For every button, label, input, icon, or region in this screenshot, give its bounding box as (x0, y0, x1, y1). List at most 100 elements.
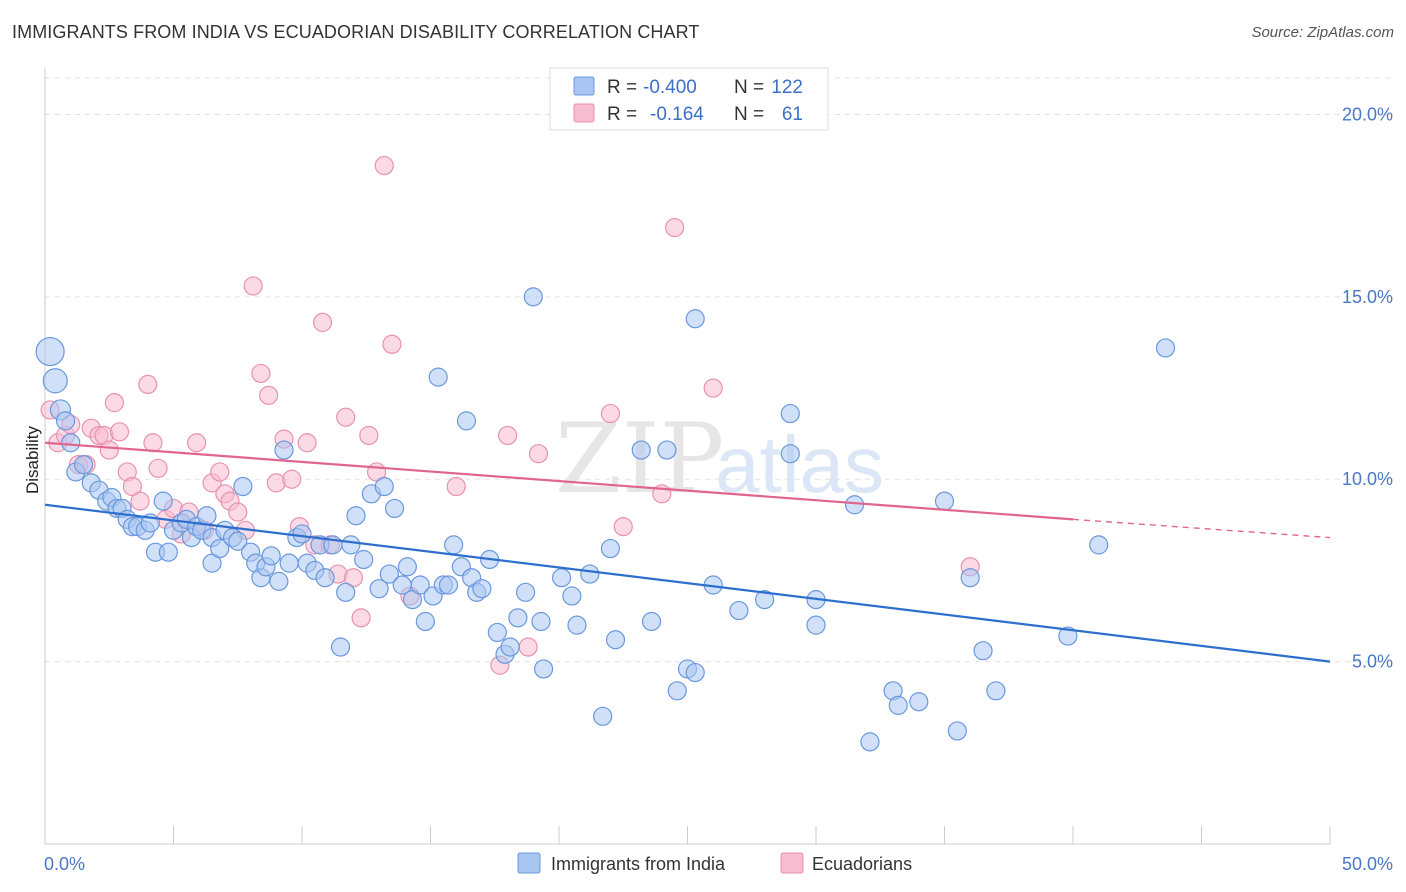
india-point (593, 706, 613, 726)
india-point (1058, 626, 1078, 646)
ecuador-point (528, 444, 549, 464)
legend-r-value-ecuador: -0.164 (650, 104, 704, 125)
ecuador-trend-line (44, 441, 1074, 521)
india-point (947, 721, 967, 741)
gridlines (45, 77, 1393, 663)
india-point (153, 491, 173, 511)
ecuador-point (665, 217, 685, 238)
india-point (346, 506, 366, 526)
india-point (806, 615, 826, 635)
india-point (330, 637, 351, 657)
ecuador-point (243, 276, 263, 296)
legend-swatch-india (573, 76, 595, 96)
axes (44, 68, 1331, 845)
ecuador-point (258, 385, 279, 405)
x-tick-label-max: 50.0% (1342, 854, 1393, 874)
ecuador-point (359, 425, 379, 446)
india-point (685, 309, 705, 329)
ecuador-point (312, 312, 333, 332)
india-point (754, 590, 775, 610)
india-point (551, 568, 572, 588)
bottom-legend: Immigrants from India Ecuadorians (517, 852, 912, 874)
india-point (986, 681, 1006, 701)
india-point (444, 535, 464, 555)
bottom-legend-swatch-india (517, 852, 541, 874)
india-point (515, 582, 536, 602)
india-point (315, 568, 335, 588)
india-point (860, 732, 880, 752)
legend-r-label-ecuador: R = (607, 104, 637, 125)
india-point (508, 608, 528, 628)
ecuador-point (187, 433, 207, 453)
legend: R = -0.400 N = 122 R = -0.164 N = 61 (549, 67, 829, 131)
india-point (472, 579, 492, 599)
india-point (61, 433, 81, 453)
ecuador-point (518, 637, 538, 657)
india-point (500, 637, 520, 657)
india-point (55, 411, 76, 431)
india-point (415, 611, 435, 632)
india-point (487, 622, 507, 643)
india-point (397, 557, 417, 577)
ecuador-point (498, 425, 518, 446)
india-point (973, 641, 993, 661)
india-point (410, 575, 430, 595)
india-point (292, 524, 312, 544)
ecuador-point (282, 469, 302, 489)
ecuador-point (336, 407, 356, 427)
ecuador-point (148, 458, 168, 478)
ecuador-point (228, 502, 248, 522)
india-point (233, 476, 253, 497)
india-point (456, 411, 477, 431)
ecuador-point (251, 363, 271, 384)
y-tick-label: 5.0% (1352, 652, 1393, 672)
y-tick-label: 20.0% (1342, 104, 1393, 124)
india-point (341, 535, 361, 555)
india-point (531, 611, 551, 632)
legend-n-value-india: 122 (771, 77, 803, 98)
india-point (580, 564, 600, 584)
india-point (562, 586, 582, 606)
ecuador-trend-line-dashed (1072, 518, 1331, 539)
india-points (35, 287, 1176, 752)
source-label: Source: ZipAtlas.com (1251, 24, 1394, 41)
india-point (657, 440, 677, 460)
y-axis-title: Disability (23, 425, 42, 494)
india-point (729, 600, 749, 621)
india-point (274, 440, 294, 460)
india-point (780, 403, 800, 424)
india-point (336, 582, 356, 602)
ecuador-point (104, 393, 124, 413)
legend-swatch-ecuador (573, 103, 595, 123)
chart-title: IMMIGRANTS FROM INDIA VS ECUADORIAN DISA… (12, 22, 700, 42)
india-point (35, 336, 65, 367)
india-point (73, 455, 94, 475)
legend-n-label-ecuador: N = (734, 104, 764, 125)
india-point (667, 681, 687, 701)
india-point (600, 538, 621, 559)
india-point (1089, 535, 1109, 555)
india-point (210, 538, 230, 559)
india-point (438, 575, 459, 595)
ecuador-point (297, 433, 317, 453)
india-point (888, 695, 908, 715)
india-point (685, 662, 705, 683)
y-tick-label: 10.0% (1342, 469, 1393, 489)
legend-n-label-india: N = (734, 77, 764, 98)
india-point (369, 579, 389, 599)
india-point (384, 498, 405, 519)
ecuador-point (143, 433, 163, 453)
india-point (780, 444, 800, 464)
india-point (279, 553, 299, 573)
india-point (567, 615, 587, 635)
y-tick-label: 15.0% (1342, 287, 1393, 307)
ecuador-point (130, 491, 150, 511)
india-point (428, 367, 448, 387)
legend-box (549, 67, 829, 131)
india-point (42, 368, 68, 394)
india-point (909, 692, 929, 712)
legend-n-value-ecuador: 61 (782, 104, 803, 125)
india-point (374, 476, 394, 497)
ecuador-point (446, 476, 466, 497)
